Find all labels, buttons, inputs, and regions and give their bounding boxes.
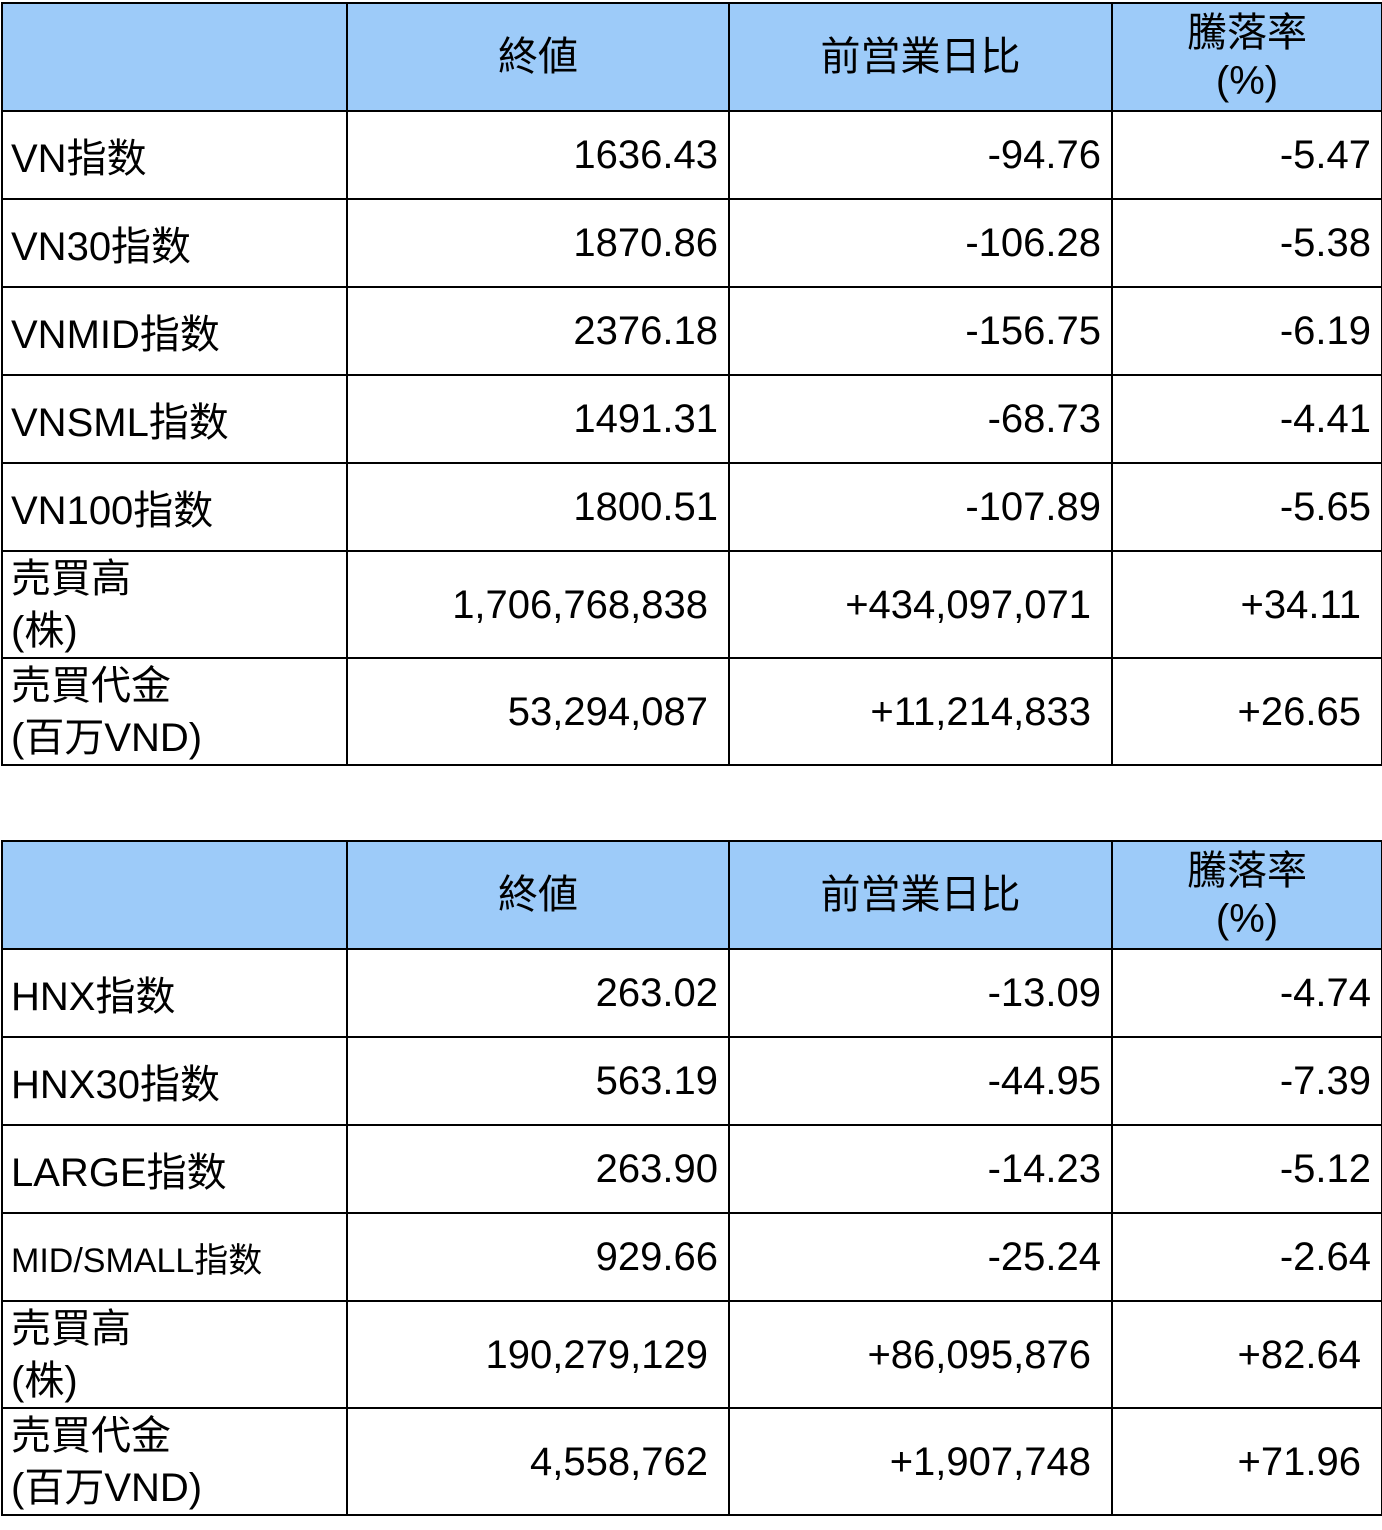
table-row: HNX30指数 563.19 -44.95 -7.39: [1, 1036, 1382, 1126]
change-rate-value: -5.65: [1111, 462, 1382, 552]
table-row: 売買高 (株) 190,279,129 +86,095,876 +82.64: [1, 1300, 1382, 1409]
table-row: 売買高 (株) 1,706,768,838 +434,097,071 +34.11: [1, 550, 1382, 659]
row-label: 売買代金 (百万VND): [1, 1407, 348, 1516]
header-change: 前営業日比: [728, 840, 1113, 950]
hnx-index-table: 終値 前営業日比 騰落率 (%) HNX指数 263.02 -13.09 -4.74 HNX3…: [1, 840, 1382, 1516]
row-label: VN100指数: [1, 462, 348, 552]
change-rate-value: +82.64: [1111, 1300, 1382, 1409]
change-rate-value: -4.74: [1111, 948, 1382, 1038]
change-value: -107.89: [728, 462, 1113, 552]
change-value: +86,095,876: [728, 1300, 1113, 1409]
header-close: 終値: [346, 2, 730, 112]
close-value: 4,558,762: [346, 1407, 730, 1516]
close-value: 263.90: [346, 1124, 730, 1214]
close-value: 53,294,087: [346, 657, 730, 766]
row-label: HNX30指数: [1, 1036, 348, 1126]
table-row: MID/SMALL指数 929.66 -25.24 -2.64: [1, 1212, 1382, 1302]
header-change: 前営業日比: [728, 2, 1113, 112]
header-change-rate: 騰落率 (%): [1111, 2, 1382, 112]
change-value: -94.76: [728, 110, 1113, 200]
close-value: 1,706,768,838: [346, 550, 730, 659]
close-value: 563.19: [346, 1036, 730, 1126]
table-row: LARGE指数 263.90 -14.23 -5.12: [1, 1124, 1382, 1214]
close-value: 1800.51: [346, 462, 730, 552]
table-row: VN30指数 1870.86 -106.28 -5.38: [1, 198, 1382, 288]
change-value: -25.24: [728, 1212, 1113, 1302]
change-rate-value: -2.64: [1111, 1212, 1382, 1302]
row-label: VN指数: [1, 110, 348, 200]
change-rate-value: +26.65: [1111, 657, 1382, 766]
change-value: -13.09: [728, 948, 1113, 1038]
row-label: VNMID指数: [1, 286, 348, 376]
table-row: VN指数 1636.43 -94.76 -5.47: [1, 110, 1382, 200]
header-close: 終値: [346, 840, 730, 950]
header-row: 終値 前営業日比 騰落率 (%): [1, 2, 1382, 112]
row-label: 売買高 (株): [1, 550, 348, 659]
close-value: 929.66: [346, 1212, 730, 1302]
row-label: VN30指数: [1, 198, 348, 288]
row-label: LARGE指数: [1, 1124, 348, 1214]
change-value: -156.75: [728, 286, 1113, 376]
change-rate-value: +71.96: [1111, 1407, 1382, 1516]
change-rate-value: -5.12: [1111, 1124, 1382, 1214]
close-value: 2376.18: [346, 286, 730, 376]
change-value: +434,097,071: [728, 550, 1113, 659]
table-row: VNSML指数 1491.31 -68.73 -4.41: [1, 374, 1382, 464]
close-value: 1636.43: [346, 110, 730, 200]
change-value: -14.23: [728, 1124, 1113, 1214]
close-value: 1870.86: [346, 198, 730, 288]
header-blank: [1, 2, 348, 112]
row-label: 売買高 (株): [1, 1300, 348, 1409]
table-row: 売買代金 (百万VND) 4,558,762 +1,907,748 +71.96: [1, 1407, 1382, 1516]
header-change-rate: 騰落率 (%): [1111, 840, 1382, 950]
change-value: -44.95: [728, 1036, 1113, 1126]
header-blank: [1, 840, 348, 950]
change-rate-value: -4.41: [1111, 374, 1382, 464]
table-row: HNX指数 263.02 -13.09 -4.74: [1, 948, 1382, 1038]
row-label: HNX指数: [1, 948, 348, 1038]
table-row: VNMID指数 2376.18 -156.75 -6.19: [1, 286, 1382, 376]
hose-index-table: 終値 前営業日比 騰落率 (%) VN指数 1636.43 -94.76 -5.47 VN30…: [1, 2, 1382, 766]
close-value: 190,279,129: [346, 1300, 730, 1409]
change-value: -106.28: [728, 198, 1113, 288]
row-label: 売買代金 (百万VND): [1, 657, 348, 766]
change-value: +1,907,748: [728, 1407, 1113, 1516]
table-row: 売買代金 (百万VND) 53,294,087 +11,214,833 +26.65: [1, 657, 1382, 766]
change-rate-value: -6.19: [1111, 286, 1382, 376]
close-value: 1491.31: [346, 374, 730, 464]
row-label: VNSML指数: [1, 374, 348, 464]
change-value: -68.73: [728, 374, 1113, 464]
header-row: 終値 前営業日比 騰落率 (%): [1, 840, 1382, 950]
change-rate-value: -5.38: [1111, 198, 1382, 288]
change-value: +11,214,833: [728, 657, 1113, 766]
change-rate-value: +34.11: [1111, 550, 1382, 659]
close-value: 263.02: [346, 948, 730, 1038]
change-rate-value: -7.39: [1111, 1036, 1382, 1126]
table-row: VN100指数 1800.51 -107.89 -5.65: [1, 462, 1382, 552]
change-rate-value: -5.47: [1111, 110, 1382, 200]
row-label: MID/SMALL指数: [1, 1212, 348, 1302]
